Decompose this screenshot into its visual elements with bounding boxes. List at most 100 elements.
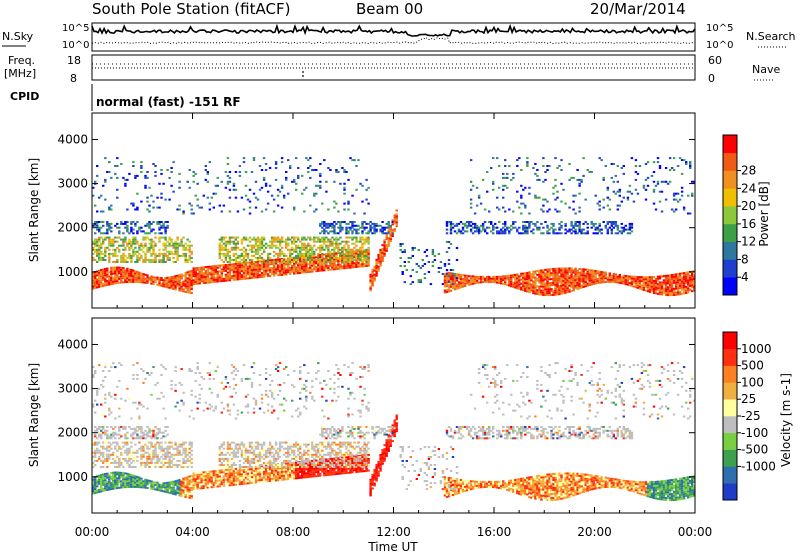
radar-cell — [481, 178, 485, 181]
radar-cell — [319, 259, 322, 261]
radar-cell — [146, 176, 149, 179]
radar-cell — [232, 246, 236, 249]
radar-cell — [293, 248, 296, 251]
radar-cell — [256, 256, 260, 259]
radar-cell — [580, 230, 583, 233]
radar-cell — [122, 281, 125, 284]
radar-cell — [100, 271, 103, 274]
radar-cell — [240, 264, 244, 267]
radar-cell — [680, 172, 684, 175]
radar-cell — [124, 482, 127, 485]
radar-cell — [341, 265, 344, 268]
radar-cell — [325, 261, 328, 263]
radar-cell — [114, 274, 117, 277]
radar-cell — [449, 283, 453, 286]
radar-cell — [184, 279, 187, 282]
radar-cell — [554, 184, 557, 187]
radar-cell — [558, 275, 561, 278]
radar-cell — [500, 282, 503, 285]
radar-cell — [634, 171, 638, 173]
colorbar-tick-label: 24 — [741, 181, 756, 195]
radar-cell — [152, 431, 155, 434]
radar-cell — [274, 262, 278, 265]
radar-cell — [327, 232, 330, 235]
radar-cell — [94, 279, 97, 281]
radar-cell — [387, 226, 390, 229]
radar-cell — [580, 286, 583, 289]
radar-cell — [471, 282, 475, 285]
radar-cell — [445, 224, 449, 227]
radar-cell — [467, 283, 471, 286]
radar-cell — [152, 244, 155, 247]
radar-cell — [110, 482, 113, 484]
radar-cell — [327, 222, 330, 225]
radar-cell — [106, 455, 109, 458]
radar-cell — [289, 248, 292, 251]
radar-cell — [92, 403, 95, 406]
radar-cell — [188, 274, 191, 277]
radar-cell — [383, 239, 386, 242]
radar-cell — [393, 218, 396, 221]
radar-cell — [150, 259, 153, 261]
radar-cell — [453, 286, 457, 289]
radar-cell — [264, 242, 268, 245]
radar-cell — [305, 254, 308, 257]
radar-cell — [136, 242, 139, 245]
radar-cell — [144, 242, 147, 245]
radar-cell — [92, 279, 95, 282]
radar-cell — [158, 485, 161, 488]
radar-cell — [566, 291, 569, 294]
radar-cell — [190, 282, 193, 284]
radar-cell — [612, 190, 616, 193]
radar-cell — [359, 252, 362, 255]
radar-cell — [542, 287, 545, 290]
radar-cell — [449, 269, 453, 271]
radar-cell — [309, 256, 312, 259]
radar-cell — [572, 200, 575, 203]
radar-cell — [592, 279, 595, 282]
radar-cell — [104, 433, 107, 436]
radar-cell — [104, 376, 107, 378]
radar-cell — [566, 230, 569, 233]
radar-cell — [504, 210, 507, 213]
radar-cell — [582, 280, 585, 282]
radar-cell — [475, 230, 479, 233]
radar-cell — [110, 453, 113, 456]
radar-cell — [632, 200, 636, 203]
radar-cell — [192, 281, 195, 284]
radar-cell — [538, 269, 541, 272]
radar-cell — [234, 188, 238, 191]
radar-cell — [616, 204, 620, 207]
radar-cell — [670, 284, 674, 287]
radar-cell — [612, 226, 616, 229]
radar-cell — [656, 289, 660, 291]
radar-cell — [309, 270, 312, 273]
radar-cell — [236, 268, 240, 271]
radar-cell — [176, 236, 179, 239]
radar-cell — [194, 277, 197, 279]
radar-cell — [490, 167, 493, 169]
radar-cell — [164, 236, 167, 239]
radar-cell — [270, 263, 274, 266]
radar-cell — [164, 246, 167, 249]
radar-cell — [483, 280, 487, 283]
radar-cell — [144, 186, 147, 189]
radar-cell — [148, 464, 151, 466]
radar-cell — [116, 268, 119, 271]
radar-cell — [514, 276, 517, 278]
radar-cell — [365, 236, 368, 239]
radar-cell — [361, 254, 364, 257]
radar-cell — [234, 276, 238, 279]
radar-cell — [459, 278, 463, 281]
radar-cell — [359, 226, 362, 229]
radar-cell — [568, 277, 571, 279]
radar-cell — [451, 287, 455, 289]
radar-cell — [610, 274, 614, 277]
radar-cell — [264, 267, 268, 270]
radar-cell — [140, 429, 143, 432]
radar-cell — [130, 230, 133, 233]
radar-cell — [94, 273, 97, 276]
radar-cell — [96, 238, 99, 241]
radar-cell — [102, 268, 105, 271]
radar-cell — [190, 271, 193, 274]
